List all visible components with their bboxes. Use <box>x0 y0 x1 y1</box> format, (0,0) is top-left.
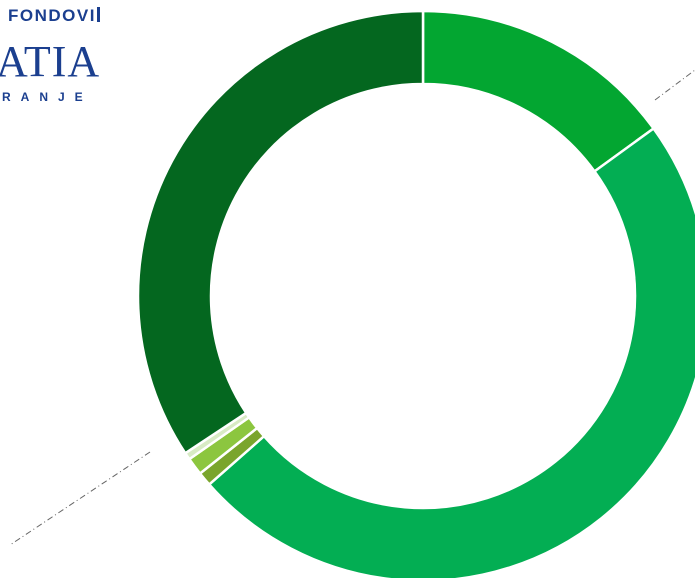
donut-slice-1 <box>421 9 656 174</box>
donut-slices <box>136 9 695 578</box>
leader-line-bottom-left <box>9 451 151 546</box>
donut-slice-6 <box>136 9 425 455</box>
logo-text-fondovi: FONDOVI <box>8 6 100 26</box>
logo-text-atia: ATIA <box>0 37 101 86</box>
logo-text-ranje: RANJE <box>2 90 93 104</box>
donut-slice-2 <box>207 126 695 578</box>
company-logo: FONDOVI ATIA RANJE <box>0 0 120 110</box>
leader-line-top-right <box>654 69 695 101</box>
